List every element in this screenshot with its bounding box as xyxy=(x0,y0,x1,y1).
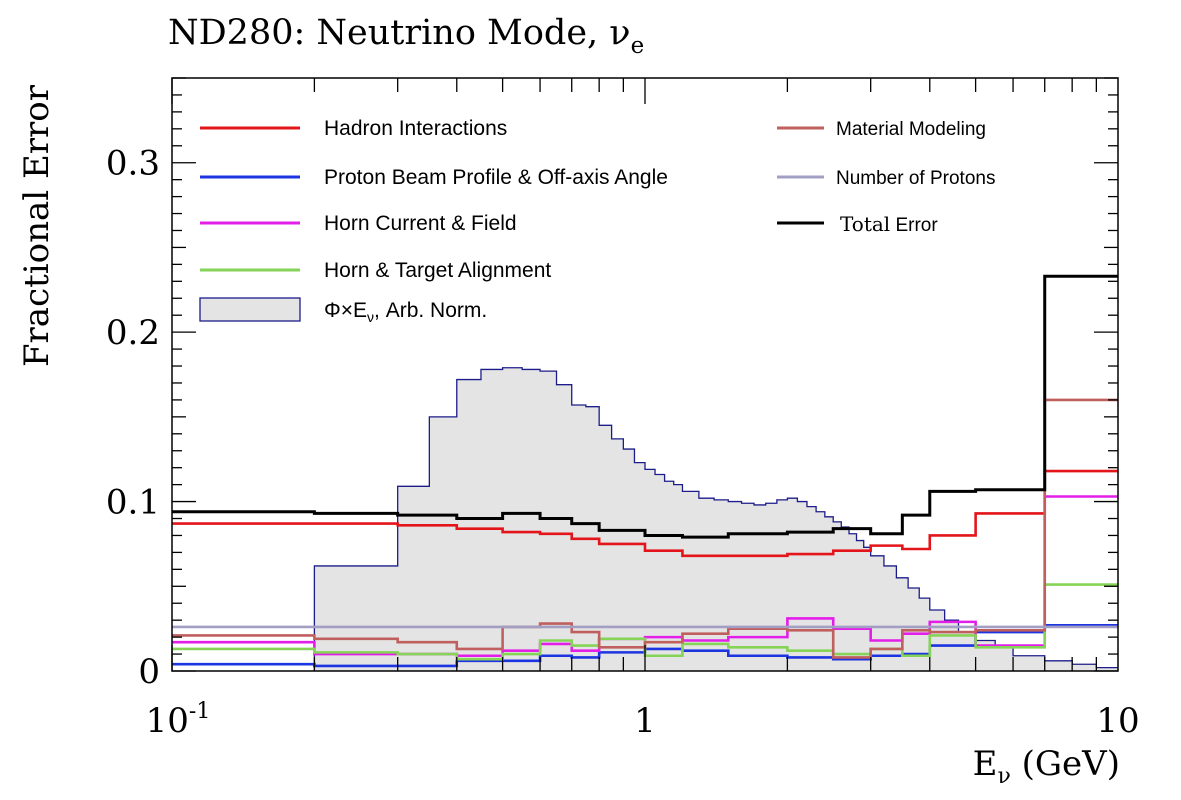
legend-label-flux-suffix: , Arb. Norm. xyxy=(374,299,487,322)
x-axis-label-subscript: ν xyxy=(997,764,1010,789)
flux-histogram-outline xyxy=(313,367,1118,671)
legend-label-material: Material Modeling xyxy=(836,119,986,140)
legend: Hadron Interactions Proton Beam Profile … xyxy=(199,117,995,325)
x-tick-label: 1 xyxy=(634,701,656,741)
axis-ticks xyxy=(171,77,1118,672)
chart-title-subscript: e xyxy=(631,33,645,59)
legend-label-proton-beam: Proton Beam Profile & Off-axis Angle xyxy=(324,166,668,189)
legend-label-flux: Φ×Eν, Arb. Norm. xyxy=(324,299,487,325)
series-total-error xyxy=(172,274,1118,539)
y-tick-label: 0.2 xyxy=(106,313,160,353)
series-material-modeling xyxy=(172,398,1118,659)
y-tick-label: 0 xyxy=(138,652,160,692)
legend-label-protons: Number of Protons xyxy=(836,168,995,189)
x-axis-label-unit: (GeV) xyxy=(1011,744,1120,784)
series-hadron-interactions xyxy=(172,469,1118,558)
y-tick-label: 0.3 xyxy=(106,144,160,184)
legend-swatch-flux xyxy=(199,297,301,322)
x-tick-label: 10-1 xyxy=(146,699,211,741)
legend-label-horn-current: Horn Current & Field xyxy=(324,212,517,235)
x-axis-label: Eν (GeV) xyxy=(973,744,1120,789)
x-tick-label: 10 xyxy=(1096,701,1139,741)
legend-label-flux-subscript: ν xyxy=(367,309,374,325)
legend-label-horn-target: Horn & Target Alignment xyxy=(324,259,551,282)
chart-title: ND280: Neutrino Mode, νe xyxy=(168,13,644,59)
legend-label-total: Total Error xyxy=(840,212,938,236)
y-tick-label: 0.1 xyxy=(106,483,160,523)
legend-label-total-b: Error xyxy=(890,215,938,236)
legend-label-hadron: Hadron Interactions xyxy=(324,117,507,140)
legend-label-total-a: Total xyxy=(840,212,890,236)
series-line-material-modeling xyxy=(172,398,1118,659)
flux-histogram-fill xyxy=(314,367,1118,671)
series-line-total-error xyxy=(172,274,1118,539)
series-line-hadron-interactions xyxy=(172,469,1118,558)
axis-tick-labels: 0 0.1 0.2 0.3 10-1 1 10 xyxy=(106,144,1140,741)
y-axis-label: Fractional Error xyxy=(17,84,57,367)
flux-histogram xyxy=(313,367,1118,671)
